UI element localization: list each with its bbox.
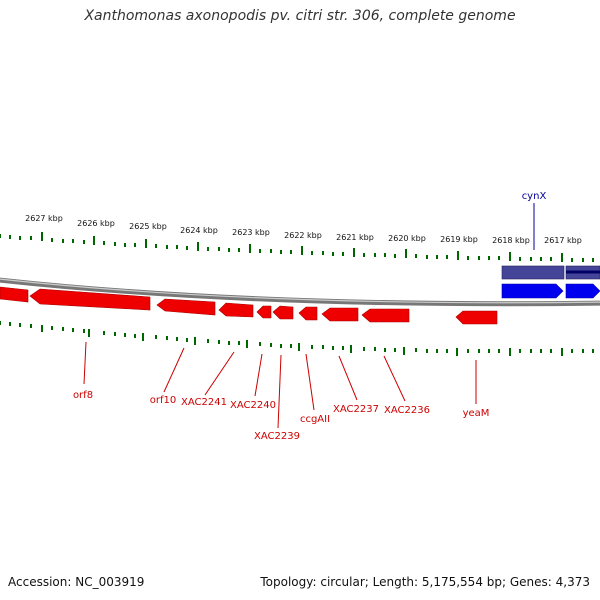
gene-label[interactable]: ccgAII	[300, 414, 330, 425]
gene-label[interactable]: XAC2239	[254, 431, 300, 442]
tick-label: 2620 kbp	[388, 234, 426, 243]
tick-label: 2624 kbp	[180, 226, 218, 235]
gene-arrow[interactable]	[565, 283, 600, 299]
tick-label: 2627 kbp	[25, 214, 63, 223]
gene-arrow[interactable]	[218, 302, 254, 318]
gene-label[interactable]: yeaM	[463, 408, 490, 419]
gene-label[interactable]: XAC2237	[333, 404, 379, 415]
gene-label[interactable]: XAC2240	[230, 400, 276, 411]
forward-strand-genes	[501, 265, 600, 299]
tick-label: 2625 kbp	[129, 222, 167, 231]
gene-labels: orf8 orf10 XAC2241 XAC2240 XAC2239 ccgAI…	[73, 191, 547, 442]
tick-label: 2617 kbp	[544, 236, 582, 245]
upper-tick-track	[0, 232, 594, 262]
tick-label: 2621 kbp	[336, 233, 374, 242]
gene-arrow[interactable]	[156, 298, 216, 316]
tick-label: 2619 kbp	[440, 235, 478, 244]
gene-bar[interactable]	[501, 265, 565, 280]
gene-label[interactable]: XAC2241	[181, 397, 227, 408]
gene-arrow[interactable]	[256, 305, 272, 319]
tick-label: 2623 kbp	[232, 228, 270, 237]
kbp-tick-labels: 2627 kbp 2626 kbp 2625 kbp 2624 kbp 2623…	[25, 214, 582, 245]
genome-backbone	[0, 277, 600, 307]
genome-summary: Topology: circular; Length: 5,175,554 bp…	[260, 575, 590, 589]
gene-arrow[interactable]	[321, 307, 359, 322]
lower-tick-track	[0, 321, 594, 356]
genome-backbone-highlight	[0, 278, 600, 304]
tick-label: 2618 kbp	[492, 236, 530, 245]
gene-arrow[interactable]	[29, 288, 151, 311]
gene-arrow[interactable]	[501, 283, 564, 299]
gene-label[interactable]: XAC2236	[384, 405, 430, 416]
gene-label-leaders	[83, 341, 477, 429]
gene-label[interactable]: orf10	[150, 395, 176, 406]
gene-arrow[interactable]	[0, 286, 29, 303]
gene-arrow[interactable]	[272, 305, 294, 320]
map-title: Xanthomonas axonopodis pv. citri str. 30…	[84, 8, 516, 24]
gene-arrow[interactable]	[361, 308, 410, 323]
tick-label: 2626 kbp	[77, 219, 115, 228]
tick-label: 2622 kbp	[284, 231, 322, 240]
gene-arrow[interactable]	[298, 306, 318, 321]
gene-label[interactable]: cynX	[522, 191, 547, 202]
reverse-strand-genes	[0, 286, 498, 325]
gene-label[interactable]: orf8	[73, 390, 93, 401]
gene-arrow[interactable]	[455, 310, 498, 325]
accession-label: Accession: NC_003919	[8, 575, 145, 589]
